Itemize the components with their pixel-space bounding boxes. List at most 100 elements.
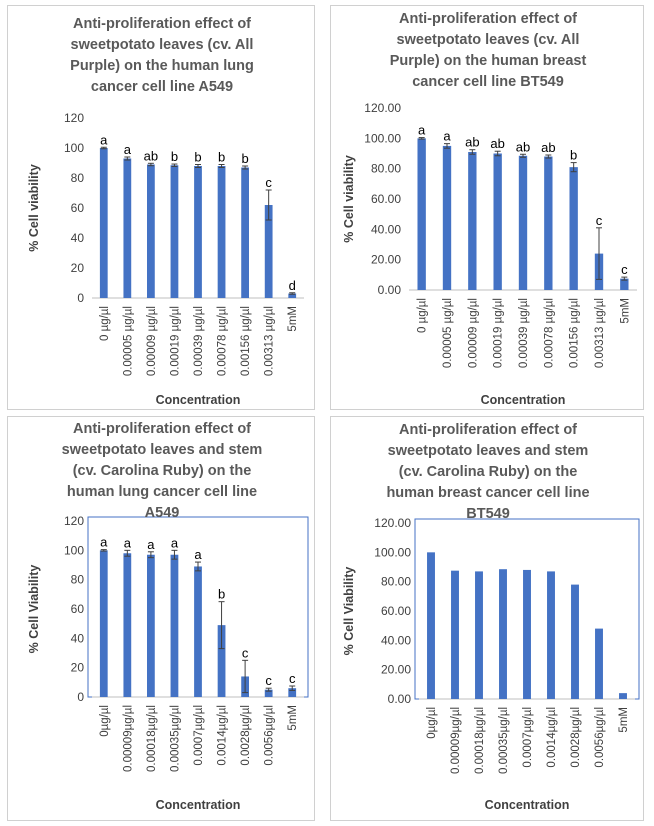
significance-label: a <box>100 535 108 550</box>
x-category-label: 5mM <box>619 298 631 324</box>
bar <box>493 153 502 290</box>
bar <box>442 145 452 290</box>
x-category-label: 0.00009 µg/µl <box>467 298 479 368</box>
x-category-label: 0.00156 µg/µl <box>569 298 581 368</box>
bar <box>241 167 249 298</box>
x-category-label: 5mM <box>618 707 630 733</box>
x-category-label: 0.0056µg/µl <box>594 707 606 768</box>
x-category-label: 0.0056µg/µl <box>264 705 276 766</box>
chart-title-line: human lung cancer cell line <box>67 484 257 500</box>
chart-title-line: (cv. Carolina Ruby) on the <box>399 464 578 480</box>
significance-label: ab <box>465 135 479 150</box>
y-tick-label: 20 <box>71 261 85 275</box>
bar <box>417 138 426 290</box>
x-category-label: 0.00313 µg/µl <box>594 298 606 368</box>
x-category-label: 0.00019 µg/µl <box>493 298 505 368</box>
x-category-label: 0.0007µg/µl <box>193 705 205 766</box>
y-axis-title: % Cell viability <box>27 164 41 252</box>
significance-label: a <box>124 535 132 550</box>
chart-title-line: Purple) on the human breast <box>390 53 587 69</box>
chart-title-line: cancer cell line A549 <box>91 79 233 95</box>
y-tick-label: 20 <box>71 661 85 675</box>
bar <box>194 566 202 697</box>
x-category-label: 0.00009µg/µl <box>450 707 462 774</box>
bar <box>170 554 179 697</box>
significance-label: a <box>171 535 179 550</box>
bar <box>523 569 531 699</box>
x-category-label: 0.00156 µg/µl <box>240 306 252 376</box>
bar <box>544 156 553 290</box>
y-tick-label: 60.00 <box>381 604 411 618</box>
chart-a549-all-purple: Anti-proliferation effect of sweetpotato … <box>27 16 304 407</box>
significance-label: c <box>265 175 272 190</box>
significance-label: c <box>289 671 296 686</box>
x-category-label: 0.00005 µg/µl <box>122 306 134 376</box>
bar <box>264 689 273 697</box>
y-axis-title: % Cell viability <box>342 155 356 243</box>
significance-label: b <box>171 149 178 164</box>
y-axis-title: % Cell Viability <box>342 567 356 656</box>
bar <box>99 550 108 697</box>
bar <box>475 571 483 699</box>
bar <box>147 164 155 298</box>
significance-label: c <box>596 213 603 228</box>
bar <box>547 571 555 699</box>
y-tick-label: 0 <box>77 690 84 704</box>
significance-label: b <box>194 150 201 165</box>
chart-bt549-all-purple: Anti-proliferation effect of sweetpotato … <box>342 11 637 407</box>
bar <box>571 584 579 699</box>
significance-label: a <box>147 537 155 552</box>
significance-label: b <box>241 151 248 166</box>
y-tick-label: 40 <box>71 631 85 645</box>
x-axis-title: Concentration <box>156 393 241 407</box>
chart-panel-a549-all-purple: Anti-proliferation effect of sweetpotato … <box>7 5 315 410</box>
x-category-label: 5mM <box>287 306 299 332</box>
bar <box>518 155 528 290</box>
x-category-label: 0.00039 µg/µl <box>193 306 205 376</box>
x-category-label: 0.00019 µg/µl <box>169 306 181 376</box>
chart-title-line: Anti-proliferation effect of <box>73 421 251 437</box>
x-category-label: 5mM <box>287 705 299 731</box>
chart-title-line: sweetpotato leaves and stem <box>62 442 263 458</box>
y-tick-label: 80 <box>71 171 85 185</box>
chart-title-line: cancer cell line BT549 <box>412 74 564 90</box>
chart-title-line: Purple) on the human lung <box>70 58 254 74</box>
y-tick-label: 80.00 <box>371 162 401 176</box>
bar <box>170 165 179 298</box>
y-axis-title: % Cell Viability <box>27 565 41 654</box>
y-tick-label: 80.00 <box>381 575 411 589</box>
y-tick-label: 0.00 <box>388 692 412 706</box>
significance-label: b <box>218 587 225 602</box>
bar <box>427 552 435 699</box>
x-category-label: 0.00018µg/µl <box>474 707 486 774</box>
significance-label: ab <box>144 148 158 163</box>
chart-panel-bt549-all-purple: Anti-proliferation effect of sweetpotato … <box>330 5 644 410</box>
chart-bt549-carolina-ruby: Anti-proliferation effect of sweetpotato … <box>342 422 640 812</box>
x-category-label: 0.0028µg/µl <box>570 707 582 768</box>
y-tick-label: 20.00 <box>381 663 411 677</box>
x-category-label: 0.00035µg/µl <box>498 707 510 774</box>
y-tick-label: 120 <box>64 111 84 125</box>
y-tick-label: 120.00 <box>364 101 401 115</box>
significance-label: a <box>443 129 451 144</box>
y-tick-label: 60 <box>71 602 85 616</box>
significance-label: ab <box>516 139 530 154</box>
significance-label: a <box>100 132 108 147</box>
chart-panel-a549-carolina-ruby: Anti-proliferation effect of sweetpotato … <box>7 416 315 821</box>
x-category-label: 0 µg/µl <box>417 298 429 333</box>
chart-panel-bt549-carolina-ruby: Anti-proliferation effect of sweetpotato … <box>330 416 644 821</box>
bar <box>619 693 627 699</box>
x-axis-title: Concentration <box>481 393 566 407</box>
chart-title-line: A549 <box>145 505 180 521</box>
x-category-label: 0.0014µg/µl <box>546 707 558 768</box>
bar <box>123 553 132 697</box>
bar <box>147 554 155 697</box>
y-tick-label: 60 <box>71 201 85 215</box>
y-tick-label: 40.00 <box>381 633 411 647</box>
bar <box>499 569 507 699</box>
x-category-label: 0.00313 µg/µl <box>264 306 276 376</box>
y-tick-label: 40 <box>71 231 85 245</box>
bar <box>194 166 202 298</box>
x-category-label: 0 µg/µl <box>99 306 111 341</box>
x-category-label: 0.00078 µg/µl <box>543 298 555 368</box>
